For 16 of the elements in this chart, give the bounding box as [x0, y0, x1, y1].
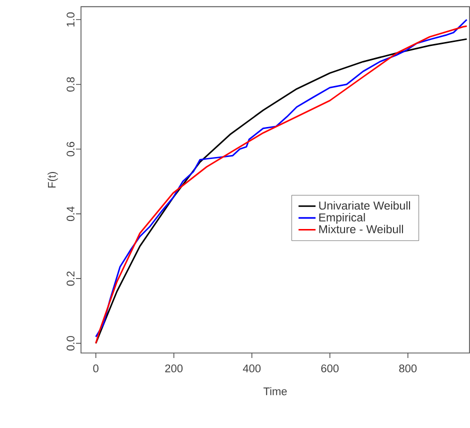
x-axis-title: Time: [263, 387, 287, 396]
x-tick-label: 400: [242, 364, 261, 372]
x-tick-label: 200: [165, 364, 183, 372]
legend-label: Mixture - Weibull: [319, 224, 403, 234]
y-tick-label: 0.2: [66, 271, 74, 286]
y-tick-label: 0.8: [66, 77, 74, 92]
y-tick-label: 0.4: [66, 206, 74, 222]
y-tick-label: 0.0: [66, 336, 74, 350]
x-tick-label: 600: [321, 364, 339, 372]
y-tick-label: 0.6: [66, 142, 74, 156]
y-tick-label: 1.0: [66, 12, 74, 26]
x-tick-label: 0: [93, 364, 98, 372]
x-tick-label: 800: [399, 364, 417, 372]
legend-label: Empirical: [319, 213, 365, 224]
y-axis-title: F(t): [48, 172, 58, 188]
legend-label: Univariate Weibull: [319, 201, 410, 210]
